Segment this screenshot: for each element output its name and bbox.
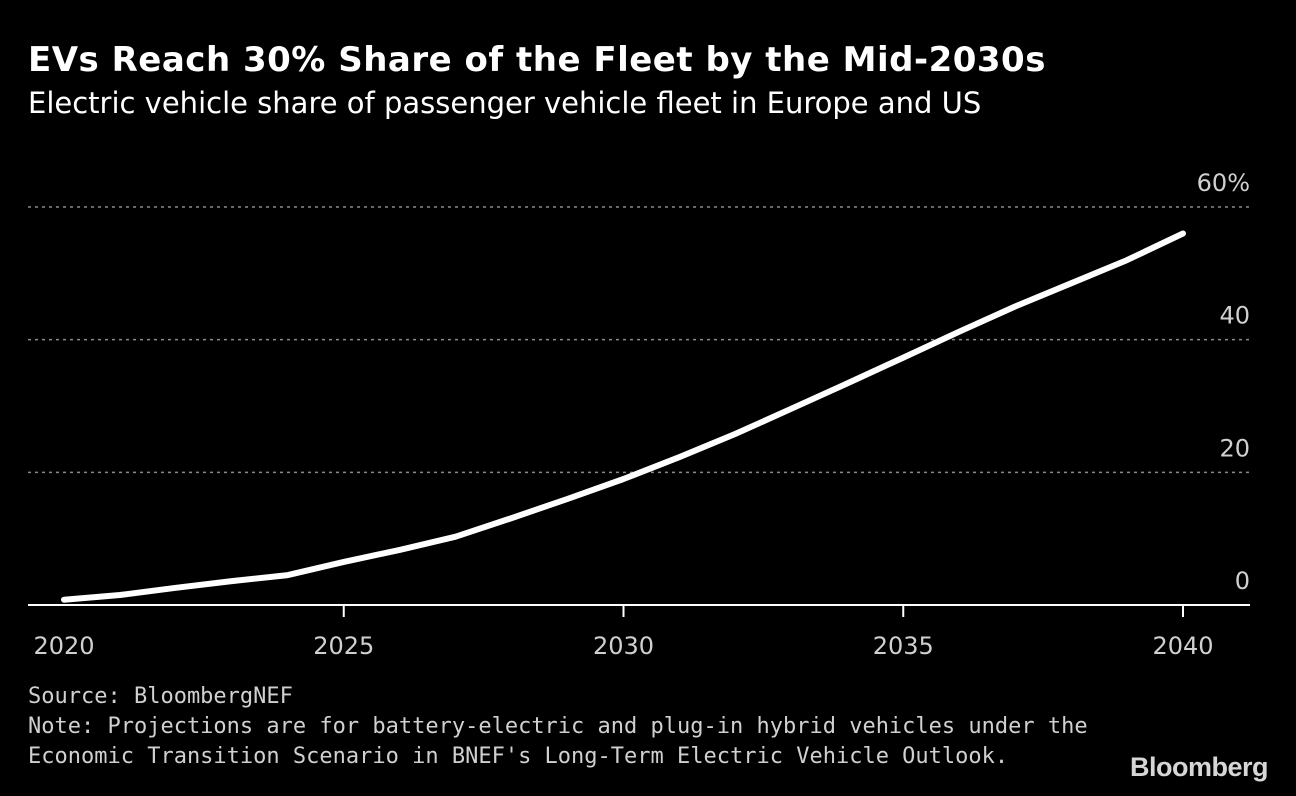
x-tick-label-2035: 2035 [873,632,934,660]
x-tick-label-2030: 2030 [593,632,654,660]
x-tick-label-2020: 2020 [33,632,94,660]
series-line-0 [61,230,1186,603]
x-tick-label-2040: 2040 [1152,632,1213,660]
y-tick-label-20: 20 [1219,434,1250,462]
bloomberg-logo: Bloomberg [1129,752,1269,782]
note-line-1: Note: Projections are for battery-electr… [28,714,1088,739]
source-text: Source: BloombergNEF [28,684,293,709]
y-tick-label-40: 40 [1219,302,1250,330]
note-line-2: Economic Transition Scenario in BNEF's L… [28,744,1009,769]
y-tick-label-0: 0 [1235,567,1250,595]
chart-subtitle: Electric vehicle share of passenger vehi… [28,86,982,120]
chart-footer: Source: BloombergNEF Note: Projections a… [28,682,1088,772]
y-tick-label-60: 60% [1197,169,1250,197]
chart-title: EVs Reach 30% Share of the Fleet by the … [28,40,1046,80]
x-tick-label-2025: 2025 [313,632,374,660]
